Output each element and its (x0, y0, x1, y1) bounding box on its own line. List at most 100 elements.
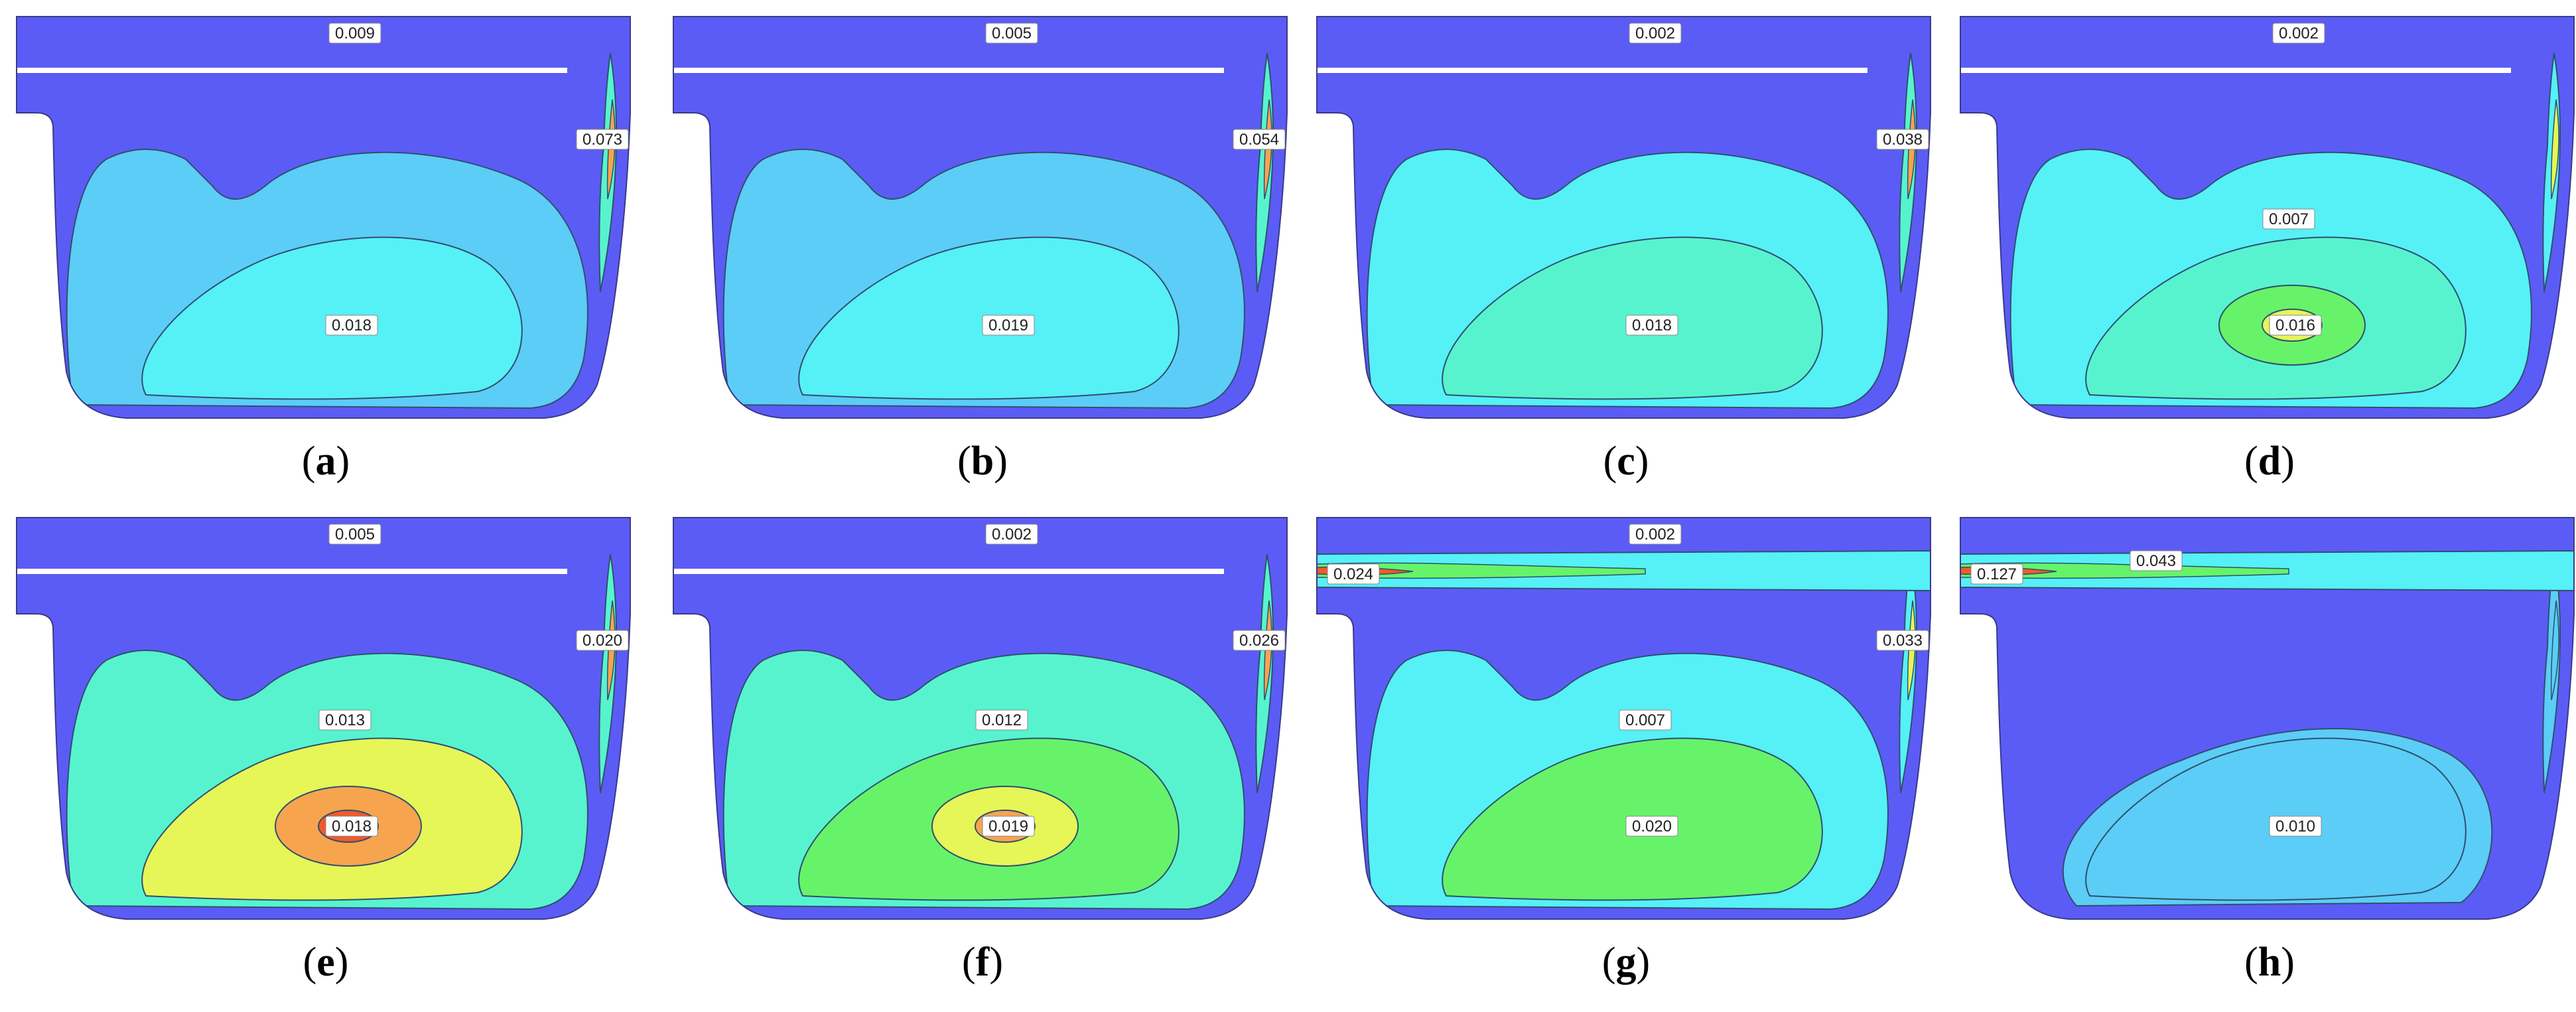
svg-text:0.019: 0.019 (988, 818, 1028, 835)
contour-label: 0.054 (1233, 129, 1286, 150)
contour-label: 0.007 (1619, 709, 1672, 731)
panel-caption: (f) (962, 940, 1003, 985)
panel-caption-letter: a (315, 439, 336, 484)
contour-label: 0.020 (576, 630, 629, 651)
panel-f: 0.002 0.026 0.012 0.019 (f) (670, 514, 1295, 985)
contour-label: 0.005 (328, 524, 381, 545)
svg-text:0.002: 0.002 (1635, 25, 1675, 42)
contour-plot-a: 0.009 0.073 0.018 (16, 16, 631, 419)
contour-label: 0.033 (1876, 630, 1929, 651)
panel-b: 0.005 0.054 0.019 (b) (670, 13, 1295, 484)
baffle-plate (673, 68, 1224, 73)
panel-caption-letter: h (2258, 940, 2281, 985)
contour-label: 0.002 (1629, 524, 1682, 545)
svg-text:0.073: 0.073 (582, 131, 622, 149)
panel-caption: (c) (1603, 439, 1649, 484)
panel-caption: (e) (303, 940, 349, 985)
svg-text:0.009: 0.009 (335, 25, 375, 42)
svg-text:0.020: 0.020 (582, 632, 622, 650)
contour-label: 0.020 (1625, 816, 1678, 837)
tank-outline (1316, 517, 1931, 920)
contour-label: 0.127 (1970, 563, 2023, 585)
contour-plot-e: 0.005 0.020 0.013 0.018 (16, 517, 631, 920)
tank-outline (673, 16, 1288, 419)
svg-text:0.018: 0.018 (332, 818, 372, 835)
svg-text:0.019: 0.019 (988, 317, 1028, 334)
contour-label: 0.026 (1233, 630, 1286, 651)
contour-label: 0.018 (325, 816, 378, 837)
panel-caption: (b) (957, 439, 1008, 484)
svg-text:0.007: 0.007 (2269, 210, 2309, 228)
tank-outline (1960, 517, 2575, 920)
tank-outline (16, 517, 631, 920)
baffle-plate (1960, 68, 2511, 73)
contour-label: 0.012 (975, 709, 1028, 731)
svg-text:0.002: 0.002 (992, 526, 1032, 543)
svg-text:0.054: 0.054 (1239, 131, 1279, 149)
contour-label: 0.013 (318, 709, 372, 731)
wall-jet-core (2550, 99, 2559, 200)
svg-text:0.013: 0.013 (325, 711, 365, 729)
contour-label: 0.018 (325, 315, 378, 336)
contour-label: 0.038 (1876, 129, 1929, 150)
panel-caption-letter: g (1615, 940, 1637, 985)
contour-label: 0.043 (2130, 550, 2183, 571)
panel-e: 0.005 0.020 0.013 0.018 (e) (13, 514, 638, 985)
contour-plot-f: 0.002 0.026 0.012 0.019 (673, 517, 1288, 920)
baffle-plate (17, 569, 567, 574)
panel-caption: (d) (2244, 439, 2295, 484)
svg-text:0.033: 0.033 (1883, 632, 1923, 650)
svg-text:0.018: 0.018 (1632, 317, 1672, 334)
contour-plot-d: 0.002 0.007 0.016 (1960, 16, 2575, 419)
svg-text:0.038: 0.038 (1883, 131, 1923, 149)
svg-text:0.005: 0.005 (992, 25, 1032, 42)
svg-text:0.010: 0.010 (2275, 818, 2315, 835)
svg-text:0.018: 0.018 (332, 317, 372, 334)
contour-plot-c: 0.002 0.038 0.018 (1316, 16, 1931, 419)
panel-caption: (h) (2244, 940, 2295, 985)
baffle-plate (1317, 68, 1867, 73)
contour-plot-h: 0.127 0.043 0.010 (1960, 517, 2575, 920)
wall-jet-core (2550, 600, 2559, 701)
tank-outline (16, 16, 631, 419)
panel-caption-letter: c (1617, 439, 1635, 484)
tank-outline (673, 517, 1288, 920)
svg-text:0.020: 0.020 (1632, 818, 1672, 835)
tank-outline (1316, 16, 1931, 419)
svg-text:0.002: 0.002 (1635, 526, 1675, 543)
contour-label: 0.005 (985, 23, 1038, 44)
panel-g: 0.002 0.024 0.033 0.007 0.020 (g) (1314, 514, 1938, 985)
panel-caption: (g) (1601, 940, 1651, 985)
contour-label: 0.007 (2262, 208, 2315, 230)
svg-text:0.005: 0.005 (335, 526, 375, 543)
contour-label: 0.002 (985, 524, 1038, 545)
inflow-band-core (1317, 562, 1646, 579)
baffle-plate (17, 68, 567, 73)
svg-text:0.127: 0.127 (1977, 565, 2017, 583)
contour-label: 0.073 (576, 129, 629, 150)
svg-text:0.007: 0.007 (1625, 711, 1665, 729)
panel-a: 0.009 0.073 0.018 (a) (13, 13, 638, 484)
svg-text:0.026: 0.026 (1239, 632, 1279, 650)
panel-caption-letter: b (971, 439, 994, 484)
contour-label: 0.024 (1327, 563, 1380, 585)
contour-label: 0.010 (2269, 816, 2322, 837)
contour-label: 0.016 (2269, 315, 2322, 336)
svg-text:0.043: 0.043 (2136, 552, 2176, 570)
panel-d: 0.002 0.007 0.016 (d) (1957, 13, 2576, 484)
inflow-band-core (1960, 562, 2289, 579)
svg-text:0.016: 0.016 (2275, 317, 2315, 334)
svg-text:0.002: 0.002 (2279, 25, 2319, 42)
contour-label: 0.009 (328, 23, 381, 44)
svg-text:0.012: 0.012 (982, 711, 1022, 729)
contour-label: 0.019 (982, 315, 1035, 336)
contour-label: 0.019 (982, 816, 1035, 837)
tank-outline (1960, 16, 2575, 419)
contour-label: 0.018 (1625, 315, 1678, 336)
baffle-plate (673, 569, 1224, 574)
contour-plot-g: 0.002 0.024 0.033 0.007 0.020 (1316, 517, 1931, 920)
contour-label: 0.002 (2272, 23, 2325, 44)
panel-caption: (a) (301, 439, 350, 484)
panel-caption-letter: e (316, 940, 335, 985)
